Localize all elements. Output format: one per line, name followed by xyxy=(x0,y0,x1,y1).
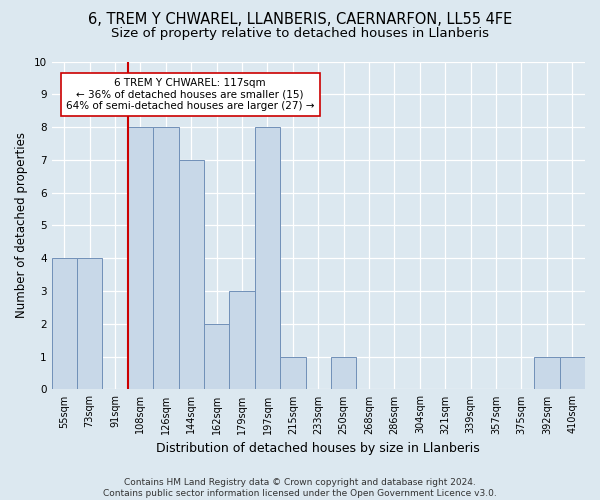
Bar xyxy=(153,127,179,390)
Y-axis label: Number of detached properties: Number of detached properties xyxy=(15,132,28,318)
Bar xyxy=(204,324,229,390)
Text: 6 TREM Y CHWAREL: 117sqm
← 36% of detached houses are smaller (15)
64% of semi-d: 6 TREM Y CHWAREL: 117sqm ← 36% of detach… xyxy=(66,78,314,111)
Bar xyxy=(534,356,560,390)
Text: Size of property relative to detached houses in Llanberis: Size of property relative to detached ho… xyxy=(111,28,489,40)
Bar xyxy=(128,127,153,390)
Text: Contains HM Land Registry data © Crown copyright and database right 2024.
Contai: Contains HM Land Registry data © Crown c… xyxy=(103,478,497,498)
Bar xyxy=(280,356,305,390)
Bar xyxy=(560,356,585,390)
Bar xyxy=(77,258,103,390)
Bar xyxy=(255,127,280,390)
X-axis label: Distribution of detached houses by size in Llanberis: Distribution of detached houses by size … xyxy=(157,442,480,455)
Bar xyxy=(52,258,77,390)
Bar xyxy=(229,291,255,390)
Bar xyxy=(179,160,204,390)
Bar xyxy=(331,356,356,390)
Text: 6, TREM Y CHWAREL, LLANBERIS, CAERNARFON, LL55 4FE: 6, TREM Y CHWAREL, LLANBERIS, CAERNARFON… xyxy=(88,12,512,28)
